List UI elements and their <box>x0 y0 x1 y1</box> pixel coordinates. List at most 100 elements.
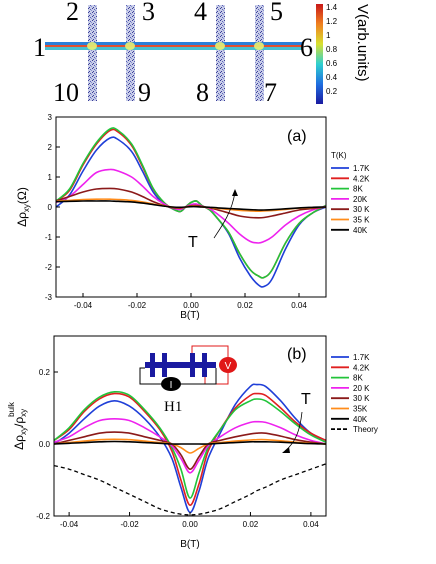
x-tick-label: -0.02 <box>120 520 139 529</box>
panel-a-ticks: -0.04 -0.02 0.00 0.02 0.04 3 2 1 0 -1 -2 -3 <box>45 113 307 310</box>
x-tick-label: 0.02 <box>243 520 259 529</box>
series-line-4.2k <box>56 128 326 279</box>
ylabel-sub2: xy <box>19 409 28 417</box>
panel-a-temperature-label: T <box>188 234 198 251</box>
panel-b: -0.04 -0.02 0.00 0.02 0.04 0.2 0.0 -0.2 (b) B(T… <box>7 335 378 550</box>
x-tick-label: 0.00 <box>183 301 199 310</box>
panel-b-label: (b) <box>287 346 307 363</box>
colorbar-tick: 1.2 <box>326 17 338 26</box>
legend-label: 1.7K <box>353 164 370 173</box>
y-tick-label: 0 <box>48 203 53 212</box>
series-line-4.2k <box>54 392 326 506</box>
ylabel-div: /ρ <box>12 417 26 427</box>
junction-glow <box>87 42 97 50</box>
legend-label: Theory <box>353 425 378 434</box>
inset-voltage-label: V <box>225 361 232 372</box>
colorbar-tick: 1.4 <box>326 3 338 12</box>
series-line-1.7k <box>54 383 326 514</box>
inset-current-wire <box>139 367 217 385</box>
terminal-label: 3 <box>142 0 155 26</box>
inset-current-label: I <box>170 380 173 391</box>
legend-label: 35 K <box>353 216 370 225</box>
hall-bar-schematic: 1 2 3 4 5 6 7 8 9 10 <box>33 0 313 107</box>
panel-a-series <box>56 127 326 288</box>
legend-label: 4.2K <box>353 174 370 183</box>
panel-a-temperature-arrow <box>213 191 236 239</box>
terminal-label: 4 <box>194 0 207 26</box>
measurement-inset: V I H1 <box>139 345 237 415</box>
legend-label: 30 K <box>353 205 370 214</box>
hall-arm-2-10 <box>88 5 97 101</box>
svg-text:Δρxy/ρxybulk: Δρxy/ρxybulk <box>7 401 28 450</box>
inset-arm <box>190 353 195 377</box>
series-line-8k <box>56 127 326 279</box>
svg-text:Δρxy(Ω): Δρxy(Ω) <box>15 187 31 227</box>
legend-label: 20K <box>353 195 368 204</box>
x-tick-label: 0.00 <box>182 520 198 529</box>
series-line-40k <box>54 440 326 445</box>
colorbar-gradient <box>316 4 323 104</box>
hall-bar-middle-stripe <box>45 45 303 47</box>
terminal-label: 2 <box>66 0 79 26</box>
x-tick-label: 0.04 <box>291 301 307 310</box>
series-line-40k <box>56 200 326 211</box>
y-tick-label: -3 <box>45 293 53 302</box>
hall-bar-bottom-edge <box>45 47 303 50</box>
terminal-label: 9 <box>138 78 151 107</box>
ylabel-main: Δρ <box>15 212 29 227</box>
legend-label: 4.2K <box>353 363 370 372</box>
legend-label: 8K <box>353 185 363 194</box>
legend-label: 35K <box>353 405 368 414</box>
terminal-label: 6 <box>300 33 313 62</box>
panel-a-xlabel: B(T) <box>180 310 199 321</box>
inset-current-source <box>161 377 181 391</box>
series-line-8k <box>54 390 326 499</box>
panel-b-ticks: -0.04 -0.02 0.00 0.02 0.04 0.2 0.0 -0.2 <box>36 368 319 529</box>
hall-arm-5-7 <box>255 5 264 101</box>
y-tick-label: 0.2 <box>39 368 51 377</box>
panel-a-legend-title: T(K) <box>331 151 347 160</box>
series-line-35k <box>54 438 326 454</box>
series-line-1.7k <box>56 136 326 288</box>
y-tick-label: -2 <box>45 263 53 272</box>
terminal-label: 7 <box>264 78 277 107</box>
colorbar-label: V(arb.units) <box>354 4 371 82</box>
panel-b-series <box>54 383 326 516</box>
hall-arm-4-8 <box>216 5 225 101</box>
panel-a-ylabel: Δρxy(Ω) <box>15 187 31 227</box>
ylabel-main: Δρ <box>12 435 26 450</box>
hall-bar-top-edge <box>45 42 303 45</box>
x-tick-label: -0.02 <box>128 301 147 310</box>
legend-label: 8K <box>353 374 363 383</box>
junction-glow <box>254 42 264 50</box>
colorbar-tick: 0.4 <box>326 73 338 82</box>
y-tick-label: -1 <box>45 233 53 242</box>
legend-label: 30 K <box>353 394 370 403</box>
inset-arm <box>162 353 167 377</box>
x-tick-label: -0.04 <box>74 301 93 310</box>
y-tick-label: 3 <box>48 113 53 122</box>
series-line-20k <box>56 168 326 244</box>
inset-arm <box>150 353 155 377</box>
ylabel-sup: bulk <box>7 401 16 417</box>
junction-glow <box>125 42 135 50</box>
junction-glow <box>215 42 225 50</box>
colorbar: 1.4 1.2 1 0.8 0.6 0.4 0.2 V(arb.units) <box>316 3 371 104</box>
ylabel-sub: xy <box>22 204 31 212</box>
colorbar-tick: 0.2 <box>326 87 338 96</box>
ylabel-sub: xy <box>19 427 28 435</box>
hall-arm-3-9 <box>126 5 135 101</box>
inset-hall-bar <box>145 362 216 368</box>
terminal-label: 5 <box>270 0 283 26</box>
series-line-30k <box>54 431 326 470</box>
terminal-label: 1 <box>33 33 46 62</box>
panel-b-temperature-label: T <box>301 391 311 408</box>
legend-label: 20 K <box>353 384 370 393</box>
inset-arm <box>202 353 207 377</box>
panel-b-arrowhead <box>282 447 290 453</box>
ylabel-unit: (Ω) <box>15 187 29 204</box>
legend-label: 40K <box>353 415 368 424</box>
y-tick-label: 2 <box>48 143 53 152</box>
